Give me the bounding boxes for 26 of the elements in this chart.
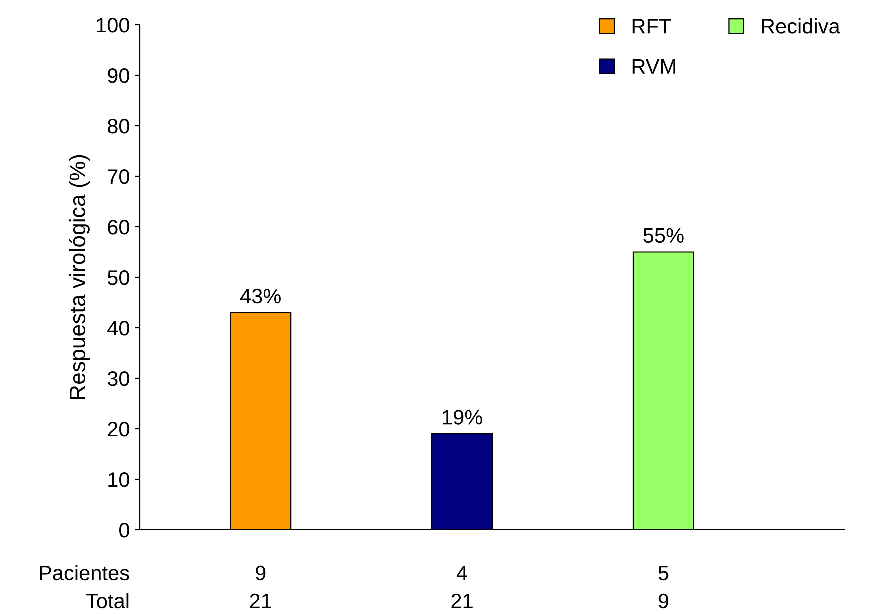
text: Total	[86, 593, 129, 609]
legend-label: Recidiva	[762, 18, 840, 34]
y-tick-label: 80	[108, 119, 130, 134]
text: 21	[452, 594, 473, 608]
y-tick-label: 100	[97, 18, 130, 33]
y-tick-label: 60	[108, 220, 130, 235]
y-tick-label: 90	[108, 68, 130, 84]
y-tick-label: 10	[108, 472, 130, 488]
data-label: 19%	[443, 410, 482, 425]
y-axis-title: Respuesta virológica (%)	[68, 155, 90, 400]
data-label: 43%	[240, 288, 281, 304]
y-tick-label: 50	[108, 270, 130, 286]
legend-label: RVM	[632, 60, 676, 74]
y-tick-label: 20	[108, 422, 130, 437]
y-tick-label: 70	[108, 170, 130, 184]
text: 4	[456, 566, 468, 580]
text: 5	[658, 566, 669, 581]
text: 21	[250, 594, 272, 608]
text: 9	[256, 566, 266, 581]
text: 9	[658, 594, 669, 609]
legend-label: RFT	[632, 19, 672, 34]
text: Pacientes	[40, 565, 130, 581]
data-label: 55%	[644, 228, 684, 244]
y-tick-label: 40	[108, 321, 130, 336]
y-tick-label: 30	[108, 372, 130, 386]
y-tick-label: 0	[120, 523, 130, 538]
